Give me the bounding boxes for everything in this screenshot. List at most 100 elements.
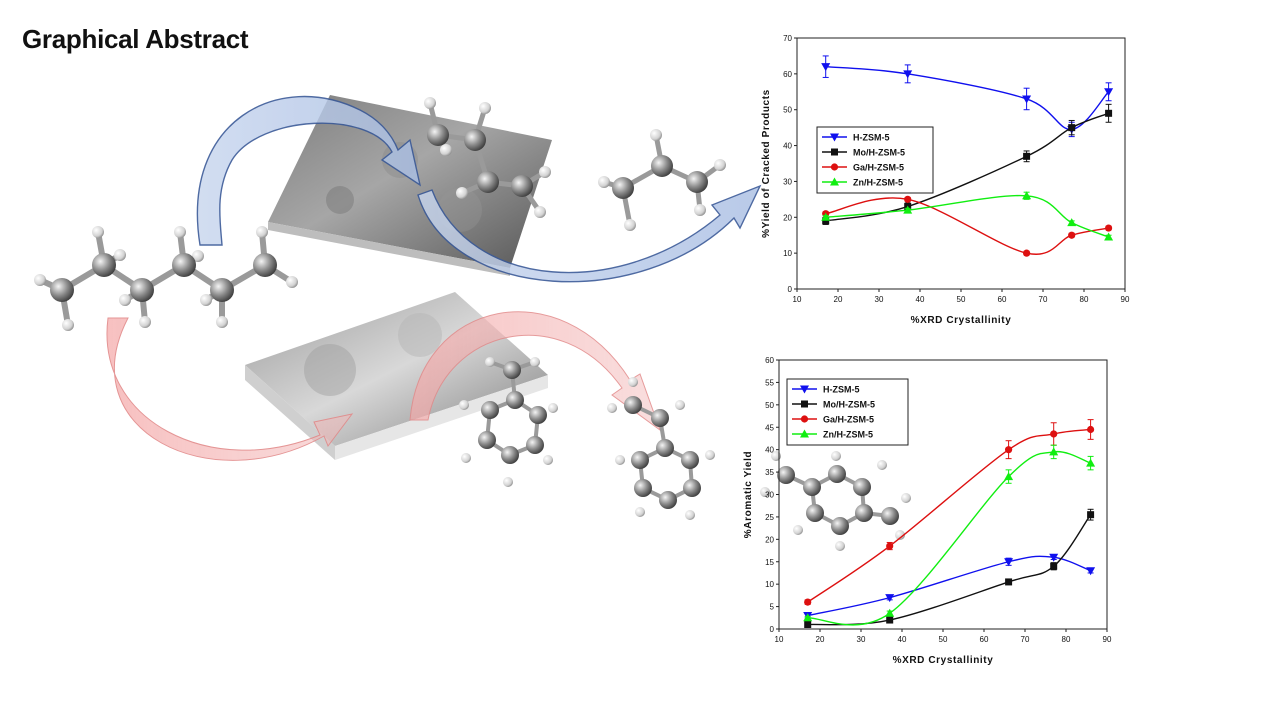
y-tick-label: 0 [770, 625, 775, 634]
data-point-mo-h-zsm-5 [1050, 562, 1058, 570]
x-tick-label: 60 [998, 295, 1007, 304]
legend-item-mo-h-zsm-5: Mo/H-ZSM-5 [822, 148, 905, 158]
series-line-h-zsm-5 [825, 65, 1110, 131]
legend-label: H-ZSM-5 [853, 133, 890, 143]
legend-label: Ga/H-ZSM-5 [823, 415, 874, 425]
legend-label: Mo/H-ZSM-5 [823, 400, 875, 410]
legend-marker [800, 415, 809, 423]
data-point-h-zsm-5 [821, 63, 831, 72]
data-point-zn-h-zsm-5 [903, 205, 913, 214]
data-point-mo-h-zsm-5 [886, 616, 894, 624]
data-point-zn-h-zsm-5 [1067, 218, 1077, 227]
data-point-ga-h-zsm-5 [1105, 224, 1113, 232]
data-point-mo-h-zsm-5 [804, 621, 812, 629]
data-point-zn-h-zsm-5 [1049, 447, 1059, 456]
legend-item-mo-h-zsm-5: Mo/H-ZSM-5 [792, 400, 875, 410]
legend-label: Zn/H-ZSM-5 [853, 178, 903, 188]
y-tick-label: 45 [765, 423, 774, 432]
data-point-zn-h-zsm-5 [1022, 191, 1032, 200]
data-point-zn-h-zsm-5 [1004, 472, 1014, 481]
legend-item-ga-h-zsm-5: Ga/H-ZSM-5 [822, 163, 904, 173]
series-zn-h-zsm-5 [821, 191, 1114, 241]
y-tick-label: 50 [783, 106, 792, 115]
legend-marker [830, 133, 839, 142]
data-point-ga-h-zsm-5 [1023, 249, 1031, 257]
data-point-ga-h-zsm-5 [1087, 425, 1095, 434]
data-point-zn-h-zsm-5 [803, 613, 813, 622]
data-point-ga-h-zsm-5 [804, 598, 812, 606]
y-tick-label: 40 [765, 446, 774, 455]
series-line-ga-h-zsm-5 [825, 197, 1109, 255]
data-point-h-zsm-5 [1049, 553, 1059, 562]
y-tick-label: 55 [765, 378, 774, 387]
series-line-zn-h-zsm-5 [807, 450, 1091, 626]
xylene-molecule [760, 451, 911, 551]
blue-arrow-upper [196, 95, 422, 246]
y-tick-label: 60 [783, 70, 792, 79]
legend: H-ZSM-5 Mo/H-ZSM-5 Ga/H-ZSM-5 Zn/H-ZSM-5 [816, 126, 934, 194]
x-axis-title: %XRD Crystallinity [893, 655, 994, 666]
y-axis-title: %Aromatic Yield [743, 451, 754, 538]
x-tick-label: 20 [816, 635, 825, 644]
y-tick-label: 60 [765, 356, 774, 365]
x-tick-label: 30 [875, 295, 884, 304]
x-tick-label: 10 [775, 635, 784, 644]
legend-label: Mo/H-ZSM-5 [853, 148, 905, 158]
data-point-ga-h-zsm-5 [886, 542, 894, 550]
y-tick-label: 20 [783, 213, 792, 222]
x-axis-title: %XRD Crystallinity [911, 315, 1012, 326]
legend-item-ga-h-zsm-5: Ga/H-ZSM-5 [792, 415, 874, 425]
x-tick-label: 50 [939, 635, 948, 644]
red-arrow-left [106, 317, 354, 461]
y-tick-label: 50 [765, 401, 774, 410]
data-point-zn-h-zsm-5 [885, 608, 895, 617]
legend-marker [801, 400, 808, 408]
x-tick-label: 40 [898, 635, 907, 644]
x-tick-label: 90 [1103, 635, 1112, 644]
legend-item-h-zsm-5: H-ZSM-5 [822, 133, 890, 143]
legend-marker [830, 177, 839, 186]
page-title: Graphical Abstract [22, 24, 249, 54]
y-tick-label: 10 [765, 580, 774, 589]
y-tick-label: 0 [788, 285, 793, 294]
legend-marker [830, 163, 839, 171]
series-line-mo-h-zsm-5 [807, 514, 1092, 626]
y-tick-label: 10 [783, 249, 792, 258]
y-tick-label: 40 [783, 142, 792, 151]
y-tick-label: 20 [765, 535, 774, 544]
x-tick-label: 20 [834, 295, 843, 304]
y-tick-label: 5 [770, 603, 775, 612]
series-zn-h-zsm-5 [803, 444, 1096, 626]
series-ga-h-zsm-5 [804, 419, 1095, 606]
x-tick-label: 80 [1062, 635, 1071, 644]
toluene-molecule [459, 357, 558, 487]
legend-item-zn-h-zsm-5: Zn/H-ZSM-5 [792, 429, 873, 440]
x-tick-label: 40 [916, 295, 925, 304]
butane-molecule [424, 97, 551, 218]
series-line-zn-h-zsm-5 [825, 194, 1109, 238]
series-mo-h-zsm-5 [804, 508, 1095, 629]
y-tick-label: 30 [783, 177, 792, 186]
data-point-ga-h-zsm-5 [904, 195, 912, 203]
legend-item-h-zsm-5: H-ZSM-5 [792, 385, 860, 395]
y-axis-title: %Yield of Cracked Products [761, 89, 772, 238]
x-tick-label: 10 [793, 295, 802, 304]
data-point-mo-h-zsm-5 [822, 217, 830, 225]
legend-label: H-ZSM-5 [823, 385, 860, 395]
cracked-product-molecule [598, 129, 726, 231]
red-arrow-right [409, 311, 662, 432]
x-tick-label: 30 [857, 635, 866, 644]
y-tick-label: 15 [765, 558, 774, 567]
data-point-h-zsm-5 [903, 70, 913, 79]
legend-label: Ga/H-ZSM-5 [853, 163, 904, 173]
legend-item-zn-h-zsm-5: Zn/H-ZSM-5 [822, 177, 903, 188]
y-tick-label: 70 [783, 34, 792, 43]
blue-arrow-lower [417, 184, 762, 283]
data-point-h-zsm-5 [1004, 558, 1014, 567]
legend-label: Zn/H-ZSM-5 [823, 430, 873, 440]
legend-marker [831, 148, 838, 156]
x-tick-label: 70 [1039, 295, 1048, 304]
